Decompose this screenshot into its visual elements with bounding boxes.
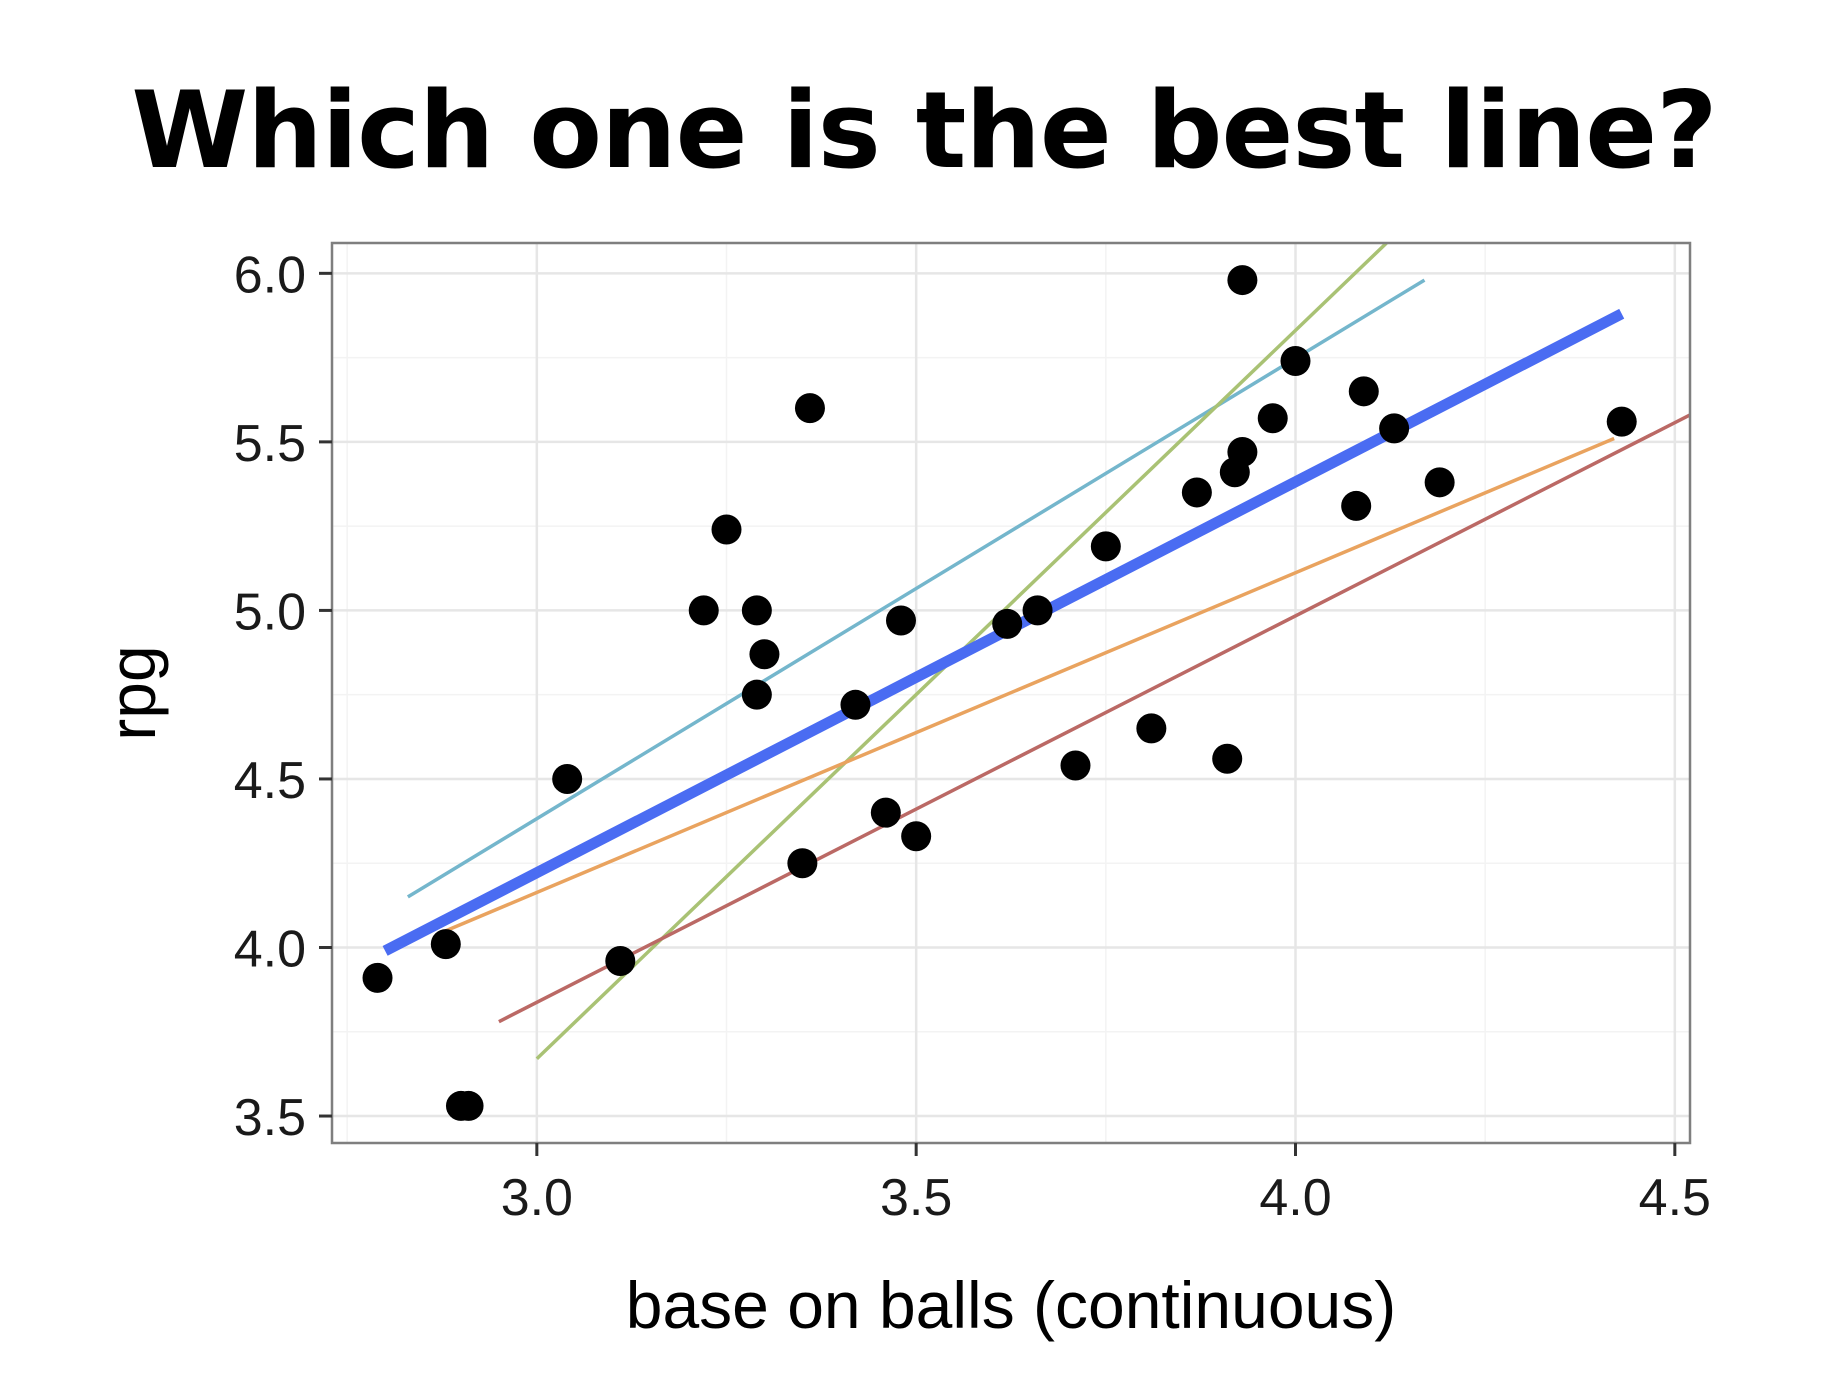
data-point (749, 639, 780, 670)
data-point (1136, 713, 1167, 744)
data-point (1022, 595, 1053, 626)
y-tick-label: 6.0 (234, 246, 306, 304)
data-point (1060, 750, 1091, 781)
data-point (711, 514, 742, 545)
data-point (430, 929, 461, 960)
y-tick-label: 4.5 (234, 752, 306, 810)
data-point (1227, 265, 1258, 296)
x-tick-label: 4.0 (1259, 1169, 1331, 1227)
data-point (605, 945, 636, 976)
data-point (1280, 345, 1311, 376)
y-tick-label: 3.5 (234, 1089, 306, 1147)
data-point (741, 679, 772, 710)
x-tick-label: 3.0 (501, 1169, 573, 1227)
data-point (901, 821, 932, 852)
data-point (1227, 436, 1258, 467)
data-point (885, 605, 916, 636)
data-point (1424, 467, 1455, 498)
y-tick-label: 5.0 (234, 583, 306, 641)
plot-border (330, 241, 1692, 1145)
data-point (870, 797, 901, 828)
data-point (992, 608, 1023, 639)
data-point (1606, 406, 1637, 437)
y-tick-label: 4.0 (234, 920, 306, 978)
fit-line (406, 278, 1426, 899)
data-point (787, 848, 818, 879)
y-tick-label: 5.5 (234, 415, 306, 473)
data-points (362, 265, 1637, 1121)
data-point (1212, 743, 1243, 774)
data-point (1257, 403, 1288, 434)
data-point (688, 595, 719, 626)
y-axis-title: rpg (95, 645, 169, 740)
axis-ticks: 3.0 3.5 4.0 4.5 3.5 4.0 4.5 5.0 5.5 6.0 (234, 246, 1711, 1227)
data-point (1090, 531, 1121, 562)
x-tick-label: 3.5 (880, 1169, 952, 1227)
data-point (794, 393, 825, 424)
fit-line (498, 413, 1690, 1024)
data-point (1181, 477, 1212, 508)
data-point (1348, 376, 1379, 407)
data-point (840, 689, 871, 720)
data-point (741, 595, 772, 626)
data-point (362, 962, 393, 993)
data-point (1379, 413, 1410, 444)
data-point (1341, 490, 1372, 521)
x-axis-title: base on balls (continuous) (626, 1268, 1396, 1342)
slide-title: Which one is the best line? (131, 69, 1717, 192)
fit-line (437, 436, 1615, 936)
data-point (552, 763, 583, 794)
x-tick-label: 4.5 (1639, 1169, 1711, 1227)
data-point (453, 1090, 484, 1121)
